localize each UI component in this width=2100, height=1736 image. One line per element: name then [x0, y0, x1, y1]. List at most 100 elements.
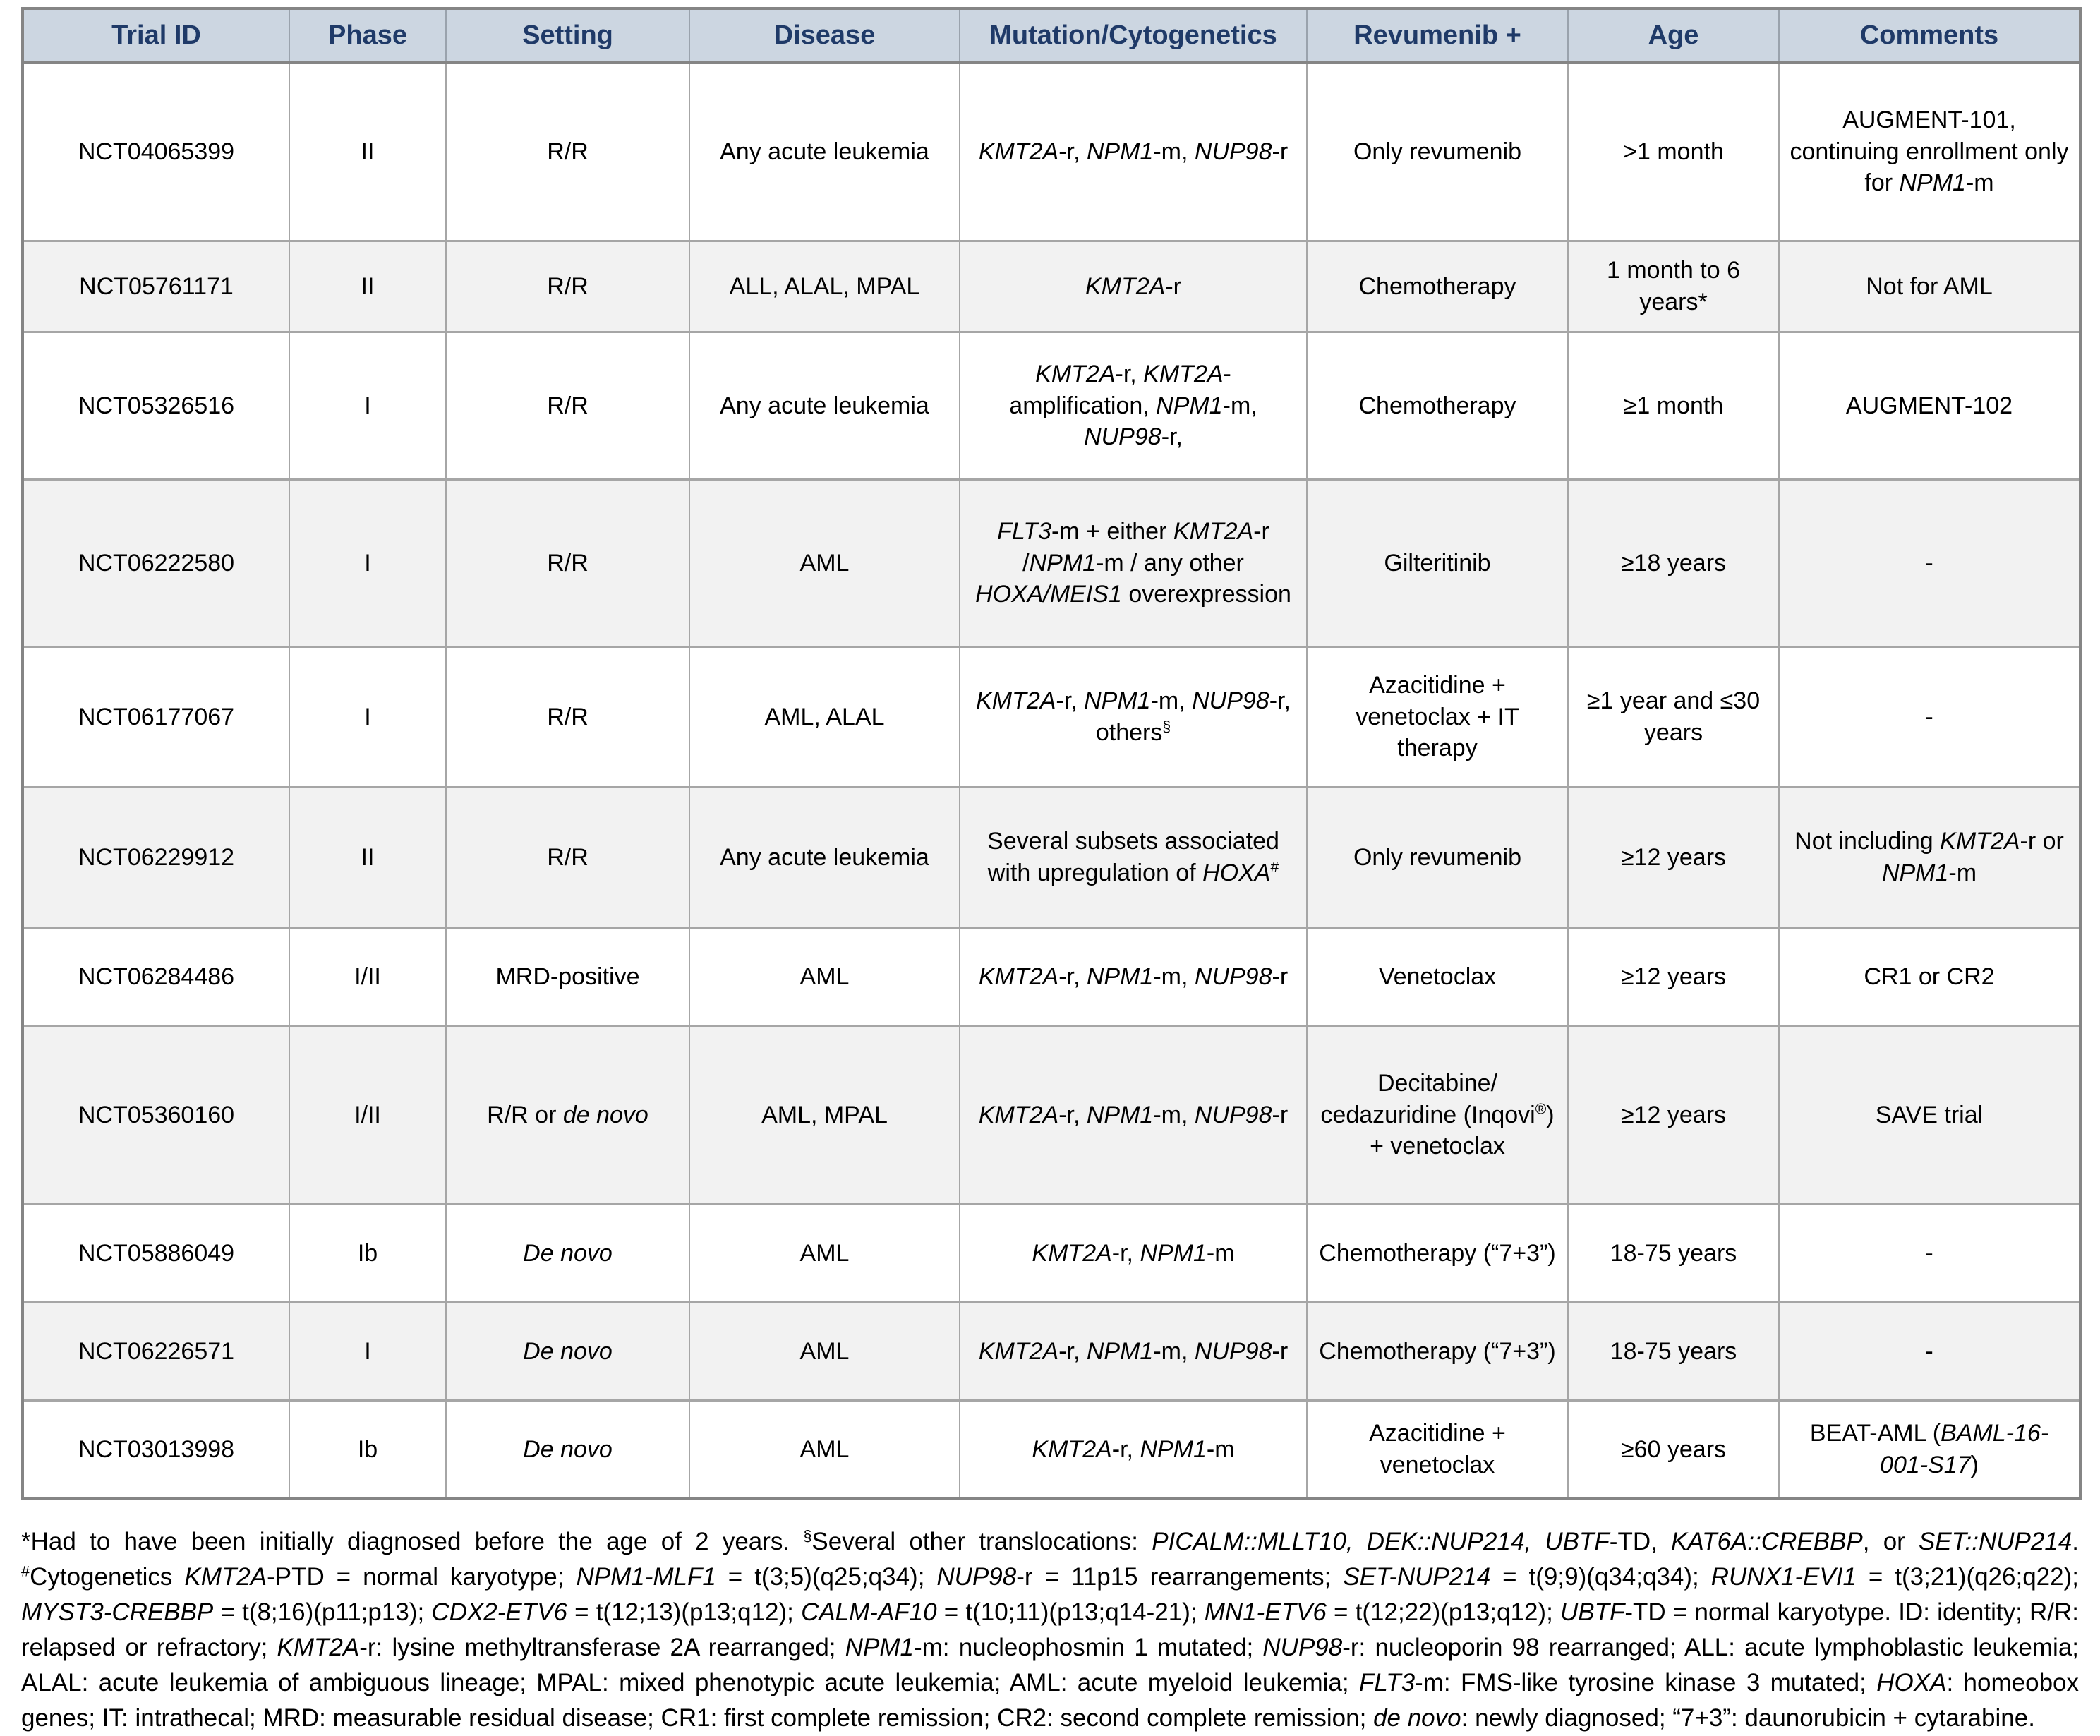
cell-trial_id: NCT03013998 — [22, 1399, 290, 1500]
table-body: NCT04065399 II R/R Any acute leukemia KMT2A-… — [22, 61, 2081, 1500]
cell-comments: - — [1778, 1301, 2081, 1402]
column-header-disease: Disease — [689, 8, 960, 64]
cell-age: 1 month to 6 years* — [1567, 240, 1780, 333]
cell-disease: Any acute leukemia — [689, 786, 960, 929]
cell-disease: Any acute leukemia — [689, 331, 960, 481]
figure-page: Trial ID Phase Setting Disease Mutation/Cyto… — [21, 0, 2082, 1736]
cell-setting: R/R — [445, 646, 690, 788]
table-row-NCT06284486: NCT06284486 I/II MRD-positive AML KMT2A-r, N… — [22, 927, 2081, 1027]
cell-mutation: KMT2A-r, NPM1-m, NUP98-r — [959, 1025, 1308, 1205]
cell-comments: Not for AML — [1778, 240, 2081, 333]
table-row-NCT04065399: NCT04065399 II R/R Any acute leukemia KMT2A-… — [22, 61, 2081, 242]
cell-setting: R/R — [445, 331, 690, 481]
cell-setting: R/R — [445, 478, 690, 648]
cell-mutation: FLT3-m + either KMT2A-r /NPM1-m / any ot… — [959, 478, 1308, 648]
cell-phase: II — [289, 240, 447, 333]
cell-phase: II — [289, 61, 447, 242]
table-row-NCT06229912: NCT06229912 II R/R Any acute leukemia Severa… — [22, 786, 2081, 929]
cell-disease: ALL, ALAL, MPAL — [689, 240, 960, 333]
cell-revumenib: Venetoclax — [1306, 927, 1569, 1027]
cell-phase: Ib — [289, 1399, 447, 1500]
cell-phase: I — [289, 331, 447, 481]
cell-revumenib: Decitabine/cedazuridine (Inqovi®) + vene… — [1306, 1025, 1569, 1205]
cell-age: ≥18 years — [1567, 478, 1780, 648]
clinical-trials-table: Trial ID Phase Setting Disease Mutation/Cyto… — [21, 7, 2082, 1500]
table-row-NCT05360160: NCT05360160 I/II R/R or de novo AML, MPAL KM… — [22, 1025, 2081, 1205]
table-row-NCT05886049: NCT05886049 Ib De novo AML KMT2A-r, NPM1-m Ch… — [22, 1203, 2081, 1303]
cell-age: ≥1 month — [1567, 331, 1780, 481]
cell-revumenib: Chemotherapy (“7+3”) — [1306, 1203, 1569, 1303]
cell-trial_id: NCT05761171 — [22, 240, 290, 333]
cell-age: ≥12 years — [1567, 1025, 1780, 1205]
cell-phase: Ib — [289, 1203, 447, 1303]
cell-revumenib: Chemotherapy — [1306, 240, 1569, 333]
cell-setting: De novo — [445, 1203, 690, 1303]
column-header-comments: Comments — [1778, 8, 2081, 64]
column-header-phase: Phase — [289, 8, 447, 64]
cell-trial_id: NCT06229912 — [22, 786, 290, 929]
table-row-NCT03013998: NCT03013998 Ib De novo AML KMT2A-r, NPM1-m Az… — [22, 1399, 2081, 1500]
cell-disease: Any acute leukemia — [689, 61, 960, 242]
cell-mutation: KMT2A-r — [959, 240, 1308, 333]
cell-phase: I — [289, 478, 447, 648]
cell-mutation: KMT2A-r, NPM1-m — [959, 1399, 1308, 1500]
cell-revumenib: Azacitidine + venetoclax — [1306, 1399, 1569, 1500]
cell-phase: I — [289, 1301, 447, 1402]
cell-comments: BEAT-AML (BAML-16-001-S17) — [1778, 1399, 2081, 1500]
cell-trial_id: NCT05326516 — [22, 331, 290, 481]
cell-age: ≥12 years — [1567, 786, 1780, 929]
cell-setting: R/R or de novo — [445, 1025, 690, 1205]
cell-setting: R/R — [445, 786, 690, 929]
cell-comments: Not including KMT2A-r or NPM1-m — [1778, 786, 2081, 929]
cell-age: ≥12 years — [1567, 927, 1780, 1027]
cell-revumenib: Chemotherapy (“7+3”) — [1306, 1301, 1569, 1402]
table-row-NCT06177067: NCT06177067 I R/R AML, ALAL KMT2A-r, NPM1-m,… — [22, 646, 2081, 788]
column-header-setting: Setting — [445, 8, 690, 64]
cell-mutation: KMT2A-r, KMT2A-amplification, NPM1-m, NU… — [959, 331, 1308, 481]
cell-age: >1 month — [1567, 61, 1780, 242]
column-header-revumenib: Revumenib + — [1306, 8, 1569, 64]
cell-disease: AML — [689, 478, 960, 648]
cell-setting: MRD-positive — [445, 927, 690, 1027]
cell-age: 18-75 years — [1567, 1301, 1780, 1402]
cell-disease: AML — [689, 1301, 960, 1402]
cell-trial_id: NCT06222580 — [22, 478, 290, 648]
cell-age: ≥60 years — [1567, 1399, 1780, 1500]
cell-disease: AML — [689, 1203, 960, 1303]
cell-disease: AML — [689, 1399, 960, 1500]
cell-comments: - — [1778, 646, 2081, 788]
cell-phase: I — [289, 646, 447, 788]
table-row-NCT05761171: NCT05761171 II R/R ALL, ALAL, MPAL KMT2A-r Ch… — [22, 240, 2081, 333]
cell-mutation: Several subsets associated with upregula… — [959, 786, 1308, 929]
cell-revumenib: Azacitidine + venetoclax + IT therapy — [1306, 646, 1569, 788]
cell-mutation: KMT2A-r, NPM1-m — [959, 1203, 1308, 1303]
column-header-mutation: Mutation/Cytogenetics — [959, 8, 1308, 64]
cell-revumenib: Gilteritinib — [1306, 478, 1569, 648]
cell-revumenib: Chemotherapy — [1306, 331, 1569, 481]
cell-mutation: KMT2A-r, NPM1-m, NUP98-r — [959, 61, 1308, 242]
cell-setting: De novo — [445, 1301, 690, 1402]
cell-phase: I/II — [289, 1025, 447, 1205]
cell-revumenib: Only revumenib — [1306, 61, 1569, 242]
cell-comments: SAVE trial — [1778, 1025, 2081, 1205]
table-row-NCT05326516: NCT05326516 I R/R Any acute leukemia KMT2A-r… — [22, 331, 2081, 481]
cell-setting: De novo — [445, 1399, 690, 1500]
cell-disease: AML, MPAL — [689, 1025, 960, 1205]
cell-mutation: KMT2A-r, NPM1-m, NUP98-r, others§ — [959, 646, 1308, 788]
cell-mutation: KMT2A-r, NPM1-m, NUP98-r — [959, 927, 1308, 1027]
cell-trial_id: NCT06177067 — [22, 646, 290, 788]
cell-trial_id: NCT04065399 — [22, 61, 290, 242]
cell-phase: II — [289, 786, 447, 929]
cell-age: ≥1 year and ≤30 years — [1567, 646, 1780, 788]
cell-setting: R/R — [445, 61, 690, 242]
cell-setting: R/R — [445, 240, 690, 333]
cell-trial_id: NCT06284486 — [22, 927, 290, 1027]
cell-disease: AML, ALAL — [689, 646, 960, 788]
cell-age: 18-75 years — [1567, 1203, 1780, 1303]
column-header-trial_id: Trial ID — [22, 8, 290, 64]
cell-phase: I/II — [289, 927, 447, 1027]
cell-comments: - — [1778, 478, 2081, 648]
table-row-NCT06222580: NCT06222580 I R/R AML FLT3-m + either KMT2A-… — [22, 478, 2081, 648]
cell-trial_id: NCT05886049 — [22, 1203, 290, 1303]
column-header-age: Age — [1567, 8, 1780, 64]
